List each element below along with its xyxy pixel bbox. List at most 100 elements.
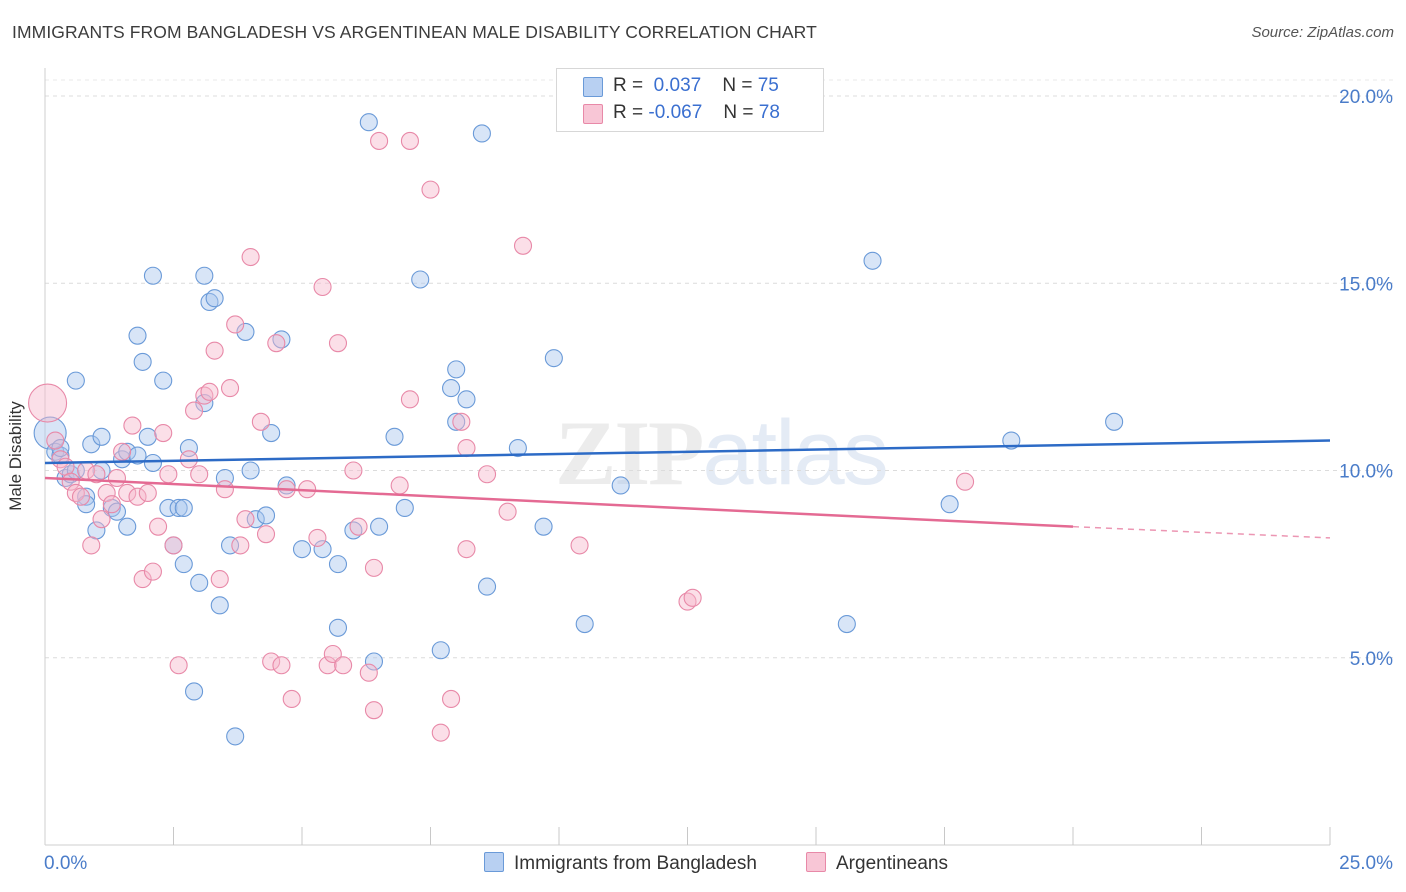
point-argentineans [97, 483, 116, 503]
point-argentineans [210, 570, 229, 589]
point-bangladesh [66, 371, 85, 390]
point-argentineans [262, 652, 281, 671]
point-argentineans [169, 656, 188, 675]
tick-labels: 5.0% 10.0% 15.0% 20.0% 0.0% 25.0% [44, 87, 1393, 874]
point-argentineans [118, 483, 137, 503]
point-argentineans [28, 383, 68, 423]
point-argentineans [570, 536, 589, 555]
point-bangladesh [472, 124, 491, 143]
watermark: ZIPatlas [555, 400, 889, 506]
point-argentineans [390, 476, 409, 495]
point-argentineans [370, 131, 389, 150]
legend-swatch-pink [583, 104, 603, 124]
series-bangladesh-points [33, 113, 1124, 746]
point-argentineans [123, 416, 142, 435]
point-argentineans [442, 689, 461, 708]
point-argentineans [323, 644, 342, 664]
point-bangladesh [385, 427, 404, 446]
point-bangladesh [359, 113, 378, 132]
y-tick-label: 20.0% [1339, 87, 1393, 108]
point-bangladesh [185, 682, 204, 701]
point-bangladesh [190, 573, 209, 592]
point-argentineans [256, 525, 276, 544]
point-bangladesh [262, 423, 281, 443]
point-bangladesh [169, 498, 188, 518]
watermark-atlas: atlas [702, 402, 888, 504]
point-bangladesh [395, 498, 414, 518]
point-bangladesh [143, 453, 162, 473]
point-argentineans [344, 461, 363, 480]
point-bangladesh [92, 427, 111, 446]
point-argentineans [87, 465, 106, 484]
point-bangladesh [133, 352, 152, 371]
point-argentineans [61, 472, 80, 491]
y-axis-label: Male Disability [6, 401, 25, 511]
point-argentineans [282, 689, 301, 708]
point-argentineans [272, 656, 291, 675]
point-argentineans [102, 495, 121, 514]
axes [44, 68, 1331, 846]
chart-source: Source: ZipAtlas.com [1251, 24, 1394, 41]
point-argentineans [498, 502, 517, 521]
point-bangladesh [118, 442, 137, 461]
point-bangladesh [241, 461, 260, 480]
point-bangladesh [313, 540, 332, 559]
point-bangladesh [77, 487, 96, 506]
point-argentineans [231, 536, 250, 555]
point-bangladesh [195, 266, 214, 285]
point-argentineans [220, 379, 240, 398]
point-bangladesh [457, 390, 476, 409]
point-argentineans [215, 480, 234, 499]
point-bangladesh [118, 517, 137, 536]
correlation-legend: R = 0.037 N = 75 R = -0.067 N = 78 [556, 68, 824, 132]
legend-r-value: -0.067 [648, 102, 703, 123]
point-bangladesh [863, 251, 882, 270]
point-bangladesh [447, 412, 466, 431]
bottom-legend-label: Argentineans [836, 853, 948, 874]
point-argentineans [457, 438, 476, 458]
point-argentineans [364, 701, 384, 720]
point-bangladesh [210, 596, 229, 615]
point-bangladesh [246, 510, 265, 529]
point-argentineans [313, 277, 332, 297]
point-argentineans [328, 334, 348, 353]
point-bangladesh [447, 360, 466, 379]
point-argentineans [956, 472, 975, 491]
x-tick-label-min: 0.0% [44, 853, 87, 874]
point-bangladesh [411, 270, 430, 289]
legend-n-value: 78 [758, 102, 780, 123]
point-bangladesh [159, 498, 178, 518]
point-argentineans [200, 382, 219, 401]
point-argentineans [113, 442, 132, 461]
point-argentineans [457, 540, 476, 559]
x-tick-label-max: 25.0% [1339, 853, 1393, 874]
chart-title: IMMIGRANTS FROM BANGLADESH VS ARGENTINEA… [12, 22, 817, 42]
legend-n-value: 75 [757, 75, 779, 96]
legend-r-value: 0.037 [653, 75, 702, 96]
legend-n-label: N = [722, 75, 753, 96]
point-argentineans [159, 465, 178, 484]
point-argentineans [205, 341, 224, 360]
point-argentineans [364, 558, 384, 577]
point-argentineans [46, 431, 65, 450]
point-bangladesh [940, 495, 959, 514]
point-bangladesh [1105, 412, 1124, 431]
point-bangladesh [544, 349, 563, 368]
legend-n-label: N = [723, 102, 754, 123]
point-bangladesh [364, 652, 384, 671]
point-bangladesh [477, 577, 497, 596]
trend-lines [44, 439, 1331, 539]
point-bangladesh [33, 416, 67, 450]
point-argentineans [236, 510, 255, 529]
point-argentineans [143, 562, 162, 581]
point-bangladesh [328, 555, 348, 574]
bottom-legend-bangladesh: Immigrants from Bangladesh [484, 852, 757, 875]
point-argentineans [149, 517, 168, 536]
point-bangladesh [534, 517, 553, 536]
trend-line-argentineans [44, 476, 1074, 528]
point-argentineans [431, 723, 450, 742]
point-bangladesh [174, 555, 193, 574]
y-tick-label: 5.0% [1350, 649, 1393, 670]
point-argentineans [185, 401, 204, 420]
point-argentineans [308, 528, 327, 547]
